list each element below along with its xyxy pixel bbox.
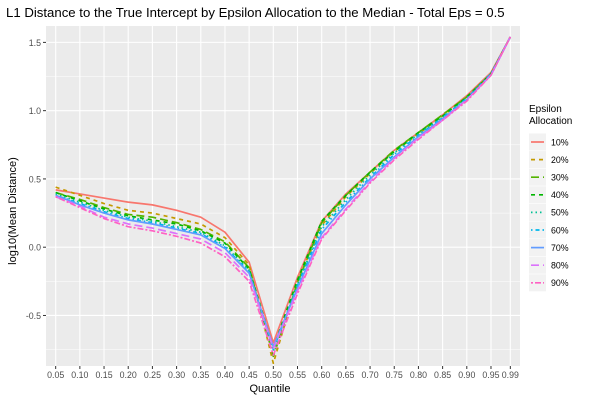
x-tick-label: 0.65	[337, 370, 354, 380]
legend-label: 90%	[551, 278, 569, 288]
x-tick-label: 0.95	[482, 370, 499, 380]
y-tick-label: 0.5	[29, 174, 41, 184]
legend-label: 60%	[551, 225, 569, 235]
x-axis-title: Quantile	[250, 383, 291, 395]
x-tick-label: 0.15	[95, 370, 112, 380]
series-line-70pct	[55, 36, 512, 348]
x-tick-label: 0.20	[120, 370, 137, 380]
x-tick-label: 0.99	[502, 370, 519, 380]
x-tick-label: 0.90	[458, 370, 475, 380]
chart-title: L1 Distance to the True Intercept by Eps…	[6, 5, 505, 20]
y-tick-label: -0.5	[26, 311, 41, 321]
x-tick-label: 0.25	[144, 370, 161, 380]
legend-label: 80%	[551, 261, 569, 271]
legend-key-bg	[529, 186, 546, 204]
x-tick-label: 0.10	[71, 370, 88, 380]
series-line-20pct	[55, 36, 512, 365]
legend-label: 40%	[551, 190, 569, 200]
y-tick-label: 0.0	[29, 243, 41, 253]
x-tick-label: 0.80	[410, 370, 427, 380]
x-tick-label: 0.35	[192, 370, 209, 380]
series-lines	[55, 36, 512, 365]
y-tick-label: 1.0	[29, 106, 41, 116]
x-tick-label: 0.85	[434, 370, 451, 380]
y-tick-label: 1.5	[29, 38, 41, 48]
legend-label: 70%	[551, 243, 569, 253]
x-tick-label: 0.75	[386, 370, 403, 380]
legend-label: 50%	[551, 208, 569, 218]
legend-key-bg	[529, 151, 546, 169]
x-tick-label: 0.55	[289, 370, 306, 380]
x-tick-label: 0.50	[265, 370, 282, 380]
legend-label: 10%	[551, 137, 569, 147]
y-axis-title: log10(Mean Distance)	[7, 157, 19, 265]
plot-panel	[46, 26, 520, 366]
legend-label: 20%	[551, 155, 569, 165]
x-tick-label: 0.45	[241, 370, 258, 380]
axes: -0.5 0.0 0.5 1.0 1.5 0.05 0.10 0.15 0.20 0.25 0.30…	[26, 38, 519, 380]
x-tick-label: 0.40	[216, 370, 233, 380]
series-line-40pct	[55, 36, 512, 350]
x-tick-label: 0.05	[47, 370, 64, 380]
legend-title: Epsilon	[529, 104, 562, 115]
x-tick-label: 0.60	[313, 370, 330, 380]
series-line-90pct	[55, 36, 512, 356]
x-tick-label: 0.70	[361, 370, 378, 380]
x-tick-label: 0.30	[168, 370, 185, 380]
legend-title: Allocation	[529, 116, 572, 127]
legend-key-bg	[529, 203, 546, 221]
legend-label: 30%	[551, 173, 569, 183]
